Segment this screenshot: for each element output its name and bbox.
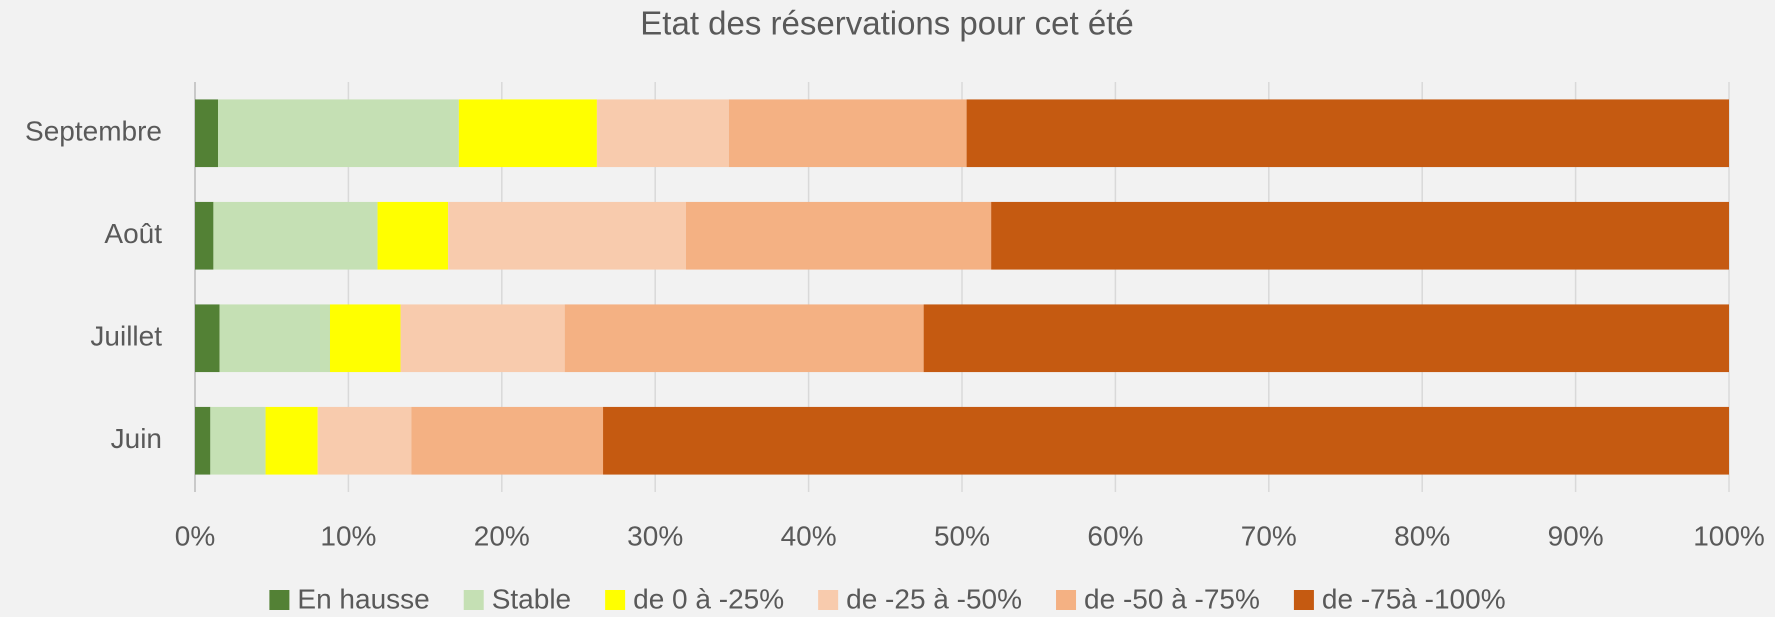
y-tick-label: Août [104, 218, 162, 249]
bar-segment [218, 99, 459, 168]
bar-segment [596, 99, 729, 168]
bar-segment [923, 304, 1729, 373]
bar-segment [265, 406, 318, 475]
bar-segment [458, 99, 597, 168]
bar-segment [317, 406, 412, 475]
legend-label: de -25 à -50% [846, 583, 1022, 614]
x-tick-label: 40% [781, 520, 837, 551]
bar-segment [195, 201, 214, 270]
x-tick-label: 90% [1548, 520, 1604, 551]
x-tick-label: 100% [1693, 520, 1765, 551]
x-tick-label: 60% [1087, 520, 1143, 551]
legend-label: En hausse [297, 583, 429, 614]
bar-segment [400, 304, 565, 373]
y-tick-label: Juillet [90, 321, 162, 352]
y-tick-label: Septembre [25, 116, 162, 147]
x-tick-label: 70% [1241, 520, 1297, 551]
legend-marker [269, 590, 290, 610]
bar-segment [210, 406, 266, 475]
bar-segment [411, 406, 604, 475]
bar-segment [213, 201, 378, 270]
x-tick-label: 50% [934, 520, 990, 551]
bar-segment [991, 201, 1729, 270]
bar-segment [195, 406, 211, 475]
bar-segment [195, 304, 220, 373]
bar-segment [966, 99, 1729, 168]
bar-segment [219, 304, 330, 373]
legend-label: de 0 à -25% [633, 583, 784, 614]
legend-label: de -75à -100% [1322, 583, 1506, 614]
bar-segment [564, 304, 924, 373]
legend-marker [1293, 590, 1314, 610]
bar-segment [603, 406, 1730, 475]
x-tick-label: 0% [175, 520, 215, 551]
bar-segment [728, 99, 967, 168]
bar-segment [685, 201, 992, 270]
bar-segment [195, 99, 219, 168]
chart-title: Etat des réservations pour cet été [640, 5, 1133, 42]
legend-marker [1056, 590, 1077, 610]
bar-segment [377, 201, 449, 270]
legend-marker [818, 590, 839, 610]
legend-marker [605, 590, 626, 610]
x-tick-label: 30% [627, 520, 683, 551]
x-tick-label: 20% [474, 520, 530, 551]
bar-segment [329, 304, 401, 373]
x-tick-label: 80% [1394, 520, 1450, 551]
legend-label: de -50 à -75% [1084, 583, 1260, 614]
bar-segment [448, 201, 686, 270]
legend-marker [463, 590, 484, 610]
legend-label: Stable [492, 583, 571, 614]
y-tick-label: Juin [111, 423, 162, 454]
x-tick-label: 10% [320, 520, 376, 551]
